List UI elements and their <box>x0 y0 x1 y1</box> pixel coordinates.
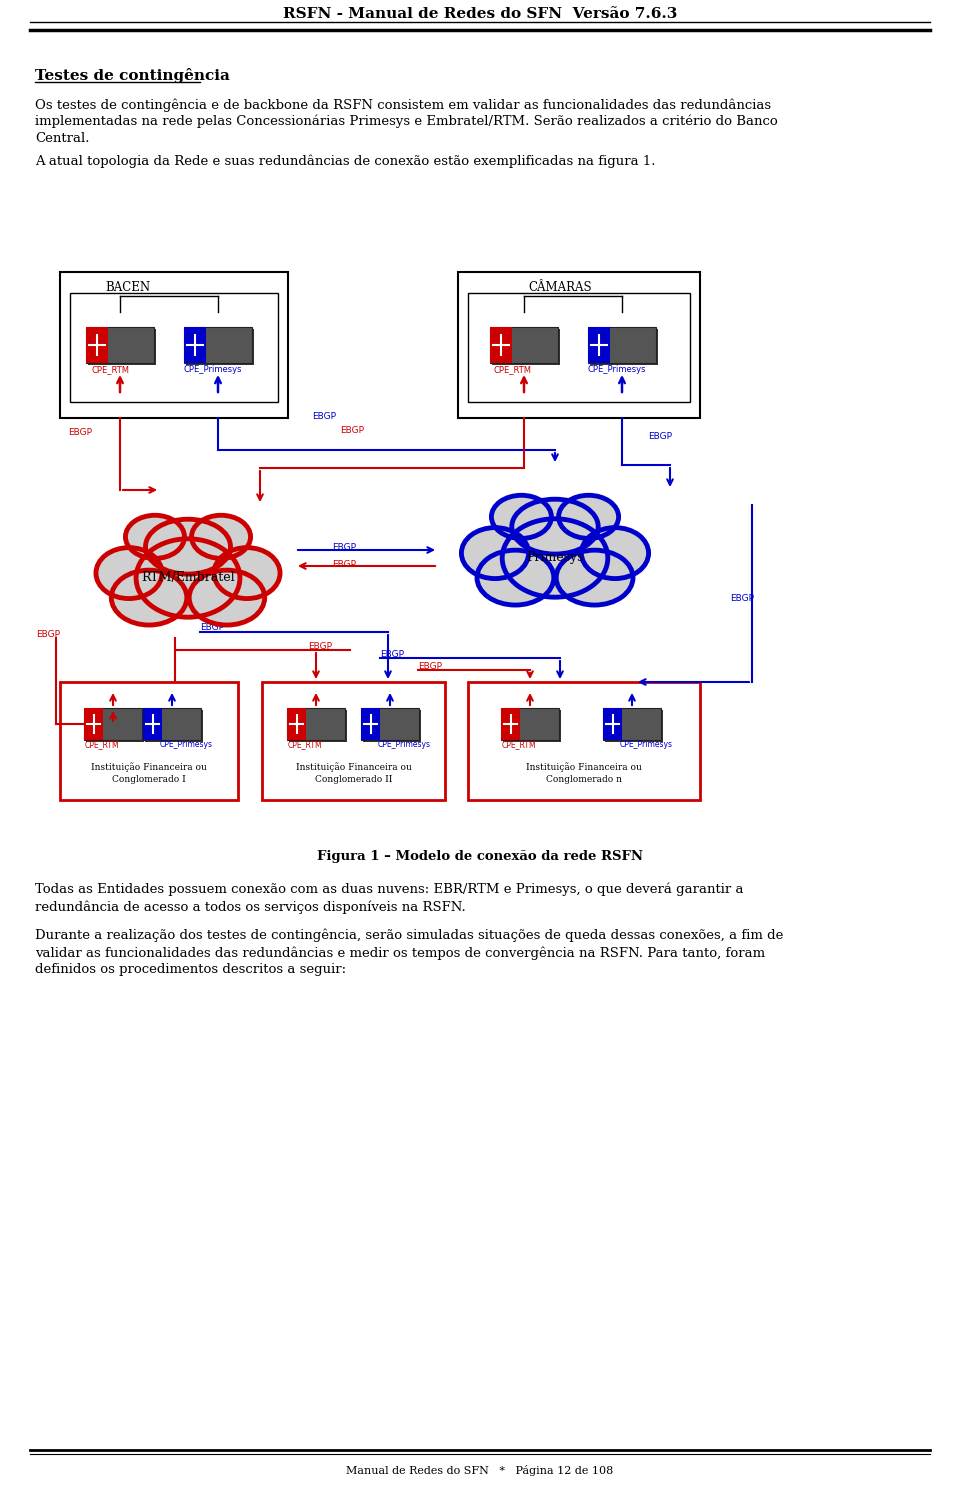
Bar <box>363 710 421 742</box>
Text: EBGP: EBGP <box>200 624 224 633</box>
Text: Manual de Redes do SFN   *   Página 12 de 108: Manual de Redes do SFN * Página 12 de 10… <box>347 1466 613 1476</box>
Ellipse shape <box>477 549 554 604</box>
Text: validar as funcionalidades das redundâncias e medir os tempos de convergência na: validar as funcionalidades das redundânc… <box>35 946 765 959</box>
Text: implementadas na rede pelas Concessionárias Primesys e Embratel/RTM. Serão reali: implementadas na rede pelas Concessionár… <box>35 114 778 129</box>
Text: Primesys: Primesys <box>526 551 584 564</box>
Text: Conglomerado n: Conglomerado n <box>546 775 622 784</box>
Text: Testes de contingência: Testes de contingência <box>35 68 229 83</box>
Text: Durante a realização dos testes de contingência, serão simuladas situações de qu: Durante a realização dos testes de conti… <box>35 930 783 943</box>
Bar <box>287 708 345 740</box>
Text: EBGP: EBGP <box>312 411 336 422</box>
Bar <box>605 710 663 742</box>
Ellipse shape <box>502 518 608 597</box>
Bar <box>186 330 254 365</box>
Bar <box>262 682 445 800</box>
Bar <box>143 708 162 740</box>
Bar <box>468 293 690 402</box>
Text: EBGP: EBGP <box>68 428 92 437</box>
Bar <box>184 327 206 362</box>
Text: BACEN: BACEN <box>105 281 150 294</box>
Ellipse shape <box>192 515 251 558</box>
Bar <box>84 708 103 740</box>
Text: EBGP: EBGP <box>730 594 754 603</box>
Bar <box>60 272 288 417</box>
Text: CPE_Primesys: CPE_Primesys <box>378 740 431 748</box>
Bar <box>361 708 419 740</box>
Bar <box>86 327 154 362</box>
Text: Todas as Entidades possuem conexão com as duas nuvens: EBR/RTM e Primesys, o que: Todas as Entidades possuem conexão com a… <box>35 884 743 897</box>
Text: CPE_Primesys: CPE_Primesys <box>620 740 673 748</box>
Ellipse shape <box>111 570 187 625</box>
Text: Conglomerado II: Conglomerado II <box>315 775 393 784</box>
Ellipse shape <box>462 527 529 579</box>
Bar <box>603 708 622 740</box>
Text: EBGP: EBGP <box>36 630 60 639</box>
Text: Instituição Financeira ou: Instituição Financeira ou <box>91 762 207 772</box>
Bar <box>86 710 144 742</box>
Text: CPE_RTM: CPE_RTM <box>288 740 323 748</box>
Ellipse shape <box>126 515 184 558</box>
Text: CPE_Primesys: CPE_Primesys <box>160 740 213 748</box>
Bar <box>458 272 700 417</box>
Text: CPE_RTM: CPE_RTM <box>502 740 537 748</box>
Ellipse shape <box>582 527 649 579</box>
Text: Figura 1 – Modelo de conexão da rede RSFN: Figura 1 – Modelo de conexão da rede RSF… <box>317 849 643 863</box>
Text: EBGP: EBGP <box>340 426 364 435</box>
Text: RTM/Embratel: RTM/Embratel <box>141 572 235 585</box>
Text: CPE_RTM: CPE_RTM <box>494 365 532 374</box>
Ellipse shape <box>96 548 162 598</box>
Bar <box>361 708 380 740</box>
Bar <box>468 682 700 800</box>
Ellipse shape <box>189 570 265 625</box>
Bar <box>60 682 238 800</box>
Text: A atual topologia da Rede e suas redundâncias de conexão estão exemplificadas na: A atual topologia da Rede e suas redundâ… <box>35 154 656 168</box>
Ellipse shape <box>492 496 551 539</box>
Text: EBGP: EBGP <box>332 560 356 569</box>
Ellipse shape <box>136 539 240 618</box>
Text: CPE_RTM: CPE_RTM <box>85 740 120 748</box>
Bar <box>145 710 203 742</box>
Ellipse shape <box>146 520 230 575</box>
Text: EBGP: EBGP <box>332 544 356 552</box>
Text: Instituição Financeira ou: Instituição Financeira ou <box>296 762 412 772</box>
Text: CPE_Primesys: CPE_Primesys <box>588 365 646 374</box>
Bar <box>490 327 513 362</box>
Text: Central.: Central. <box>35 132 89 146</box>
Bar <box>588 327 611 362</box>
Text: CPE_Primesys: CPE_Primesys <box>184 365 243 374</box>
Bar <box>84 708 142 740</box>
Text: EBGP: EBGP <box>308 642 332 650</box>
Text: CPE_RTM: CPE_RTM <box>92 365 130 374</box>
Bar <box>603 708 661 740</box>
Text: RSFN - Manual de Redes do SFN  Versão 7.6.3: RSFN - Manual de Redes do SFN Versão 7.6… <box>283 7 677 21</box>
Ellipse shape <box>556 549 633 604</box>
Ellipse shape <box>214 548 280 598</box>
Ellipse shape <box>559 496 618 539</box>
Text: Os testes de contingência e de backbone da RSFN consistem em validar as funciona: Os testes de contingência e de backbone … <box>35 98 771 111</box>
Bar <box>492 330 560 365</box>
Text: EBGP: EBGP <box>648 432 672 441</box>
Bar <box>287 708 306 740</box>
Text: EBGP: EBGP <box>380 650 404 659</box>
Bar <box>590 330 658 365</box>
Bar <box>501 708 559 740</box>
Bar <box>88 330 156 365</box>
Bar <box>86 327 108 362</box>
Bar <box>70 293 278 402</box>
Ellipse shape <box>512 499 598 554</box>
Text: EBGP: EBGP <box>418 662 442 671</box>
Text: redundância de acesso a todos os serviços disponíveis na RSFN.: redundância de acesso a todos os serviço… <box>35 900 466 913</box>
Bar <box>289 710 347 742</box>
Text: Instituição Financeira ou: Instituição Financeira ou <box>526 762 642 772</box>
Bar <box>501 708 520 740</box>
Bar <box>143 708 201 740</box>
Bar <box>490 327 558 362</box>
Bar <box>503 710 561 742</box>
Text: CÂMARAS: CÂMARAS <box>528 281 591 294</box>
Text: Conglomerado I: Conglomerado I <box>112 775 186 784</box>
Bar <box>184 327 252 362</box>
Text: definidos os procedimentos descritos a seguir:: definidos os procedimentos descritos a s… <box>35 962 347 976</box>
Bar <box>588 327 656 362</box>
